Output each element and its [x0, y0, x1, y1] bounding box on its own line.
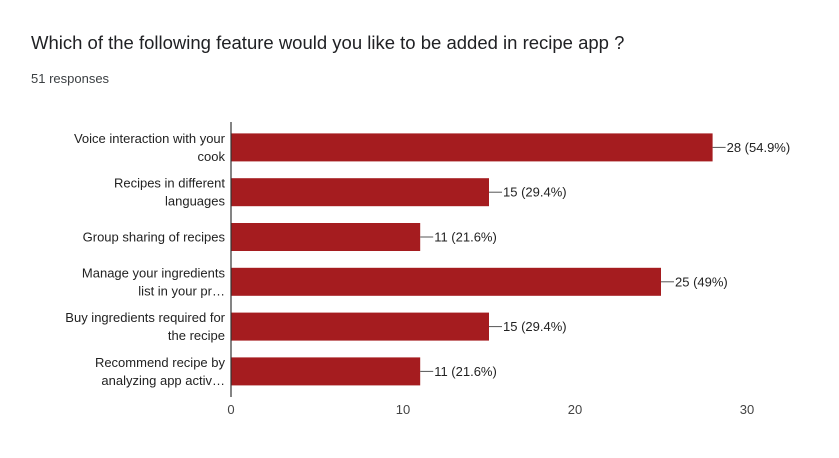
category-label-line: cook — [198, 149, 226, 164]
bar — [231, 223, 421, 251]
category-label-line: the recipe — [168, 328, 225, 343]
data-label: 11 (21.6%) — [434, 364, 497, 379]
bar — [231, 312, 489, 341]
x-tick-label: 20 — [568, 402, 582, 417]
category-label-line: languages — [165, 194, 225, 209]
category-label-line: Manage your ingredients — [82, 265, 226, 280]
category-label-line: list in your pr… — [138, 283, 225, 298]
data-label: 15 (29.4%) — [503, 185, 567, 200]
response-count: 51 responses — [31, 71, 110, 86]
chart-title: Which of the following feature would you… — [31, 32, 625, 53]
data-label: 25 (49%) — [675, 274, 728, 289]
data-label: 15 (29.4%) — [503, 319, 567, 334]
category-label-line: Recipes in different — [114, 176, 225, 191]
x-tick-label: 10 — [396, 402, 410, 417]
x-tick-label: 0 — [227, 402, 234, 417]
category-label-line: analyzing app activ… — [101, 373, 225, 388]
bar — [231, 267, 661, 296]
category-label: Manage your ingredients list in your pr… — [82, 265, 226, 298]
category-label-line: Voice interaction with your — [74, 131, 226, 146]
data-label: 28 (54.9%) — [727, 140, 791, 155]
category-label-line: Buy ingredients required for — [65, 310, 225, 325]
category-label: Recipes in different languages — [114, 176, 226, 209]
bar — [231, 357, 421, 386]
category-label: Buy ingredients required for the recipe — [65, 310, 225, 343]
bar — [231, 133, 713, 162]
bar — [231, 178, 489, 207]
category-label-line: Group sharing of recipes — [83, 230, 226, 245]
category-label: Voice interaction with your cook — [74, 131, 226, 164]
category-label: Recommend recipe by analyzing app activ… — [95, 355, 226, 388]
data-label: 11 (21.6%) — [434, 230, 497, 245]
category-label: Group sharing of recipes — [83, 230, 226, 245]
category-label-line: Recommend recipe by — [95, 355, 226, 370]
x-tick-label: 30 — [740, 402, 754, 417]
